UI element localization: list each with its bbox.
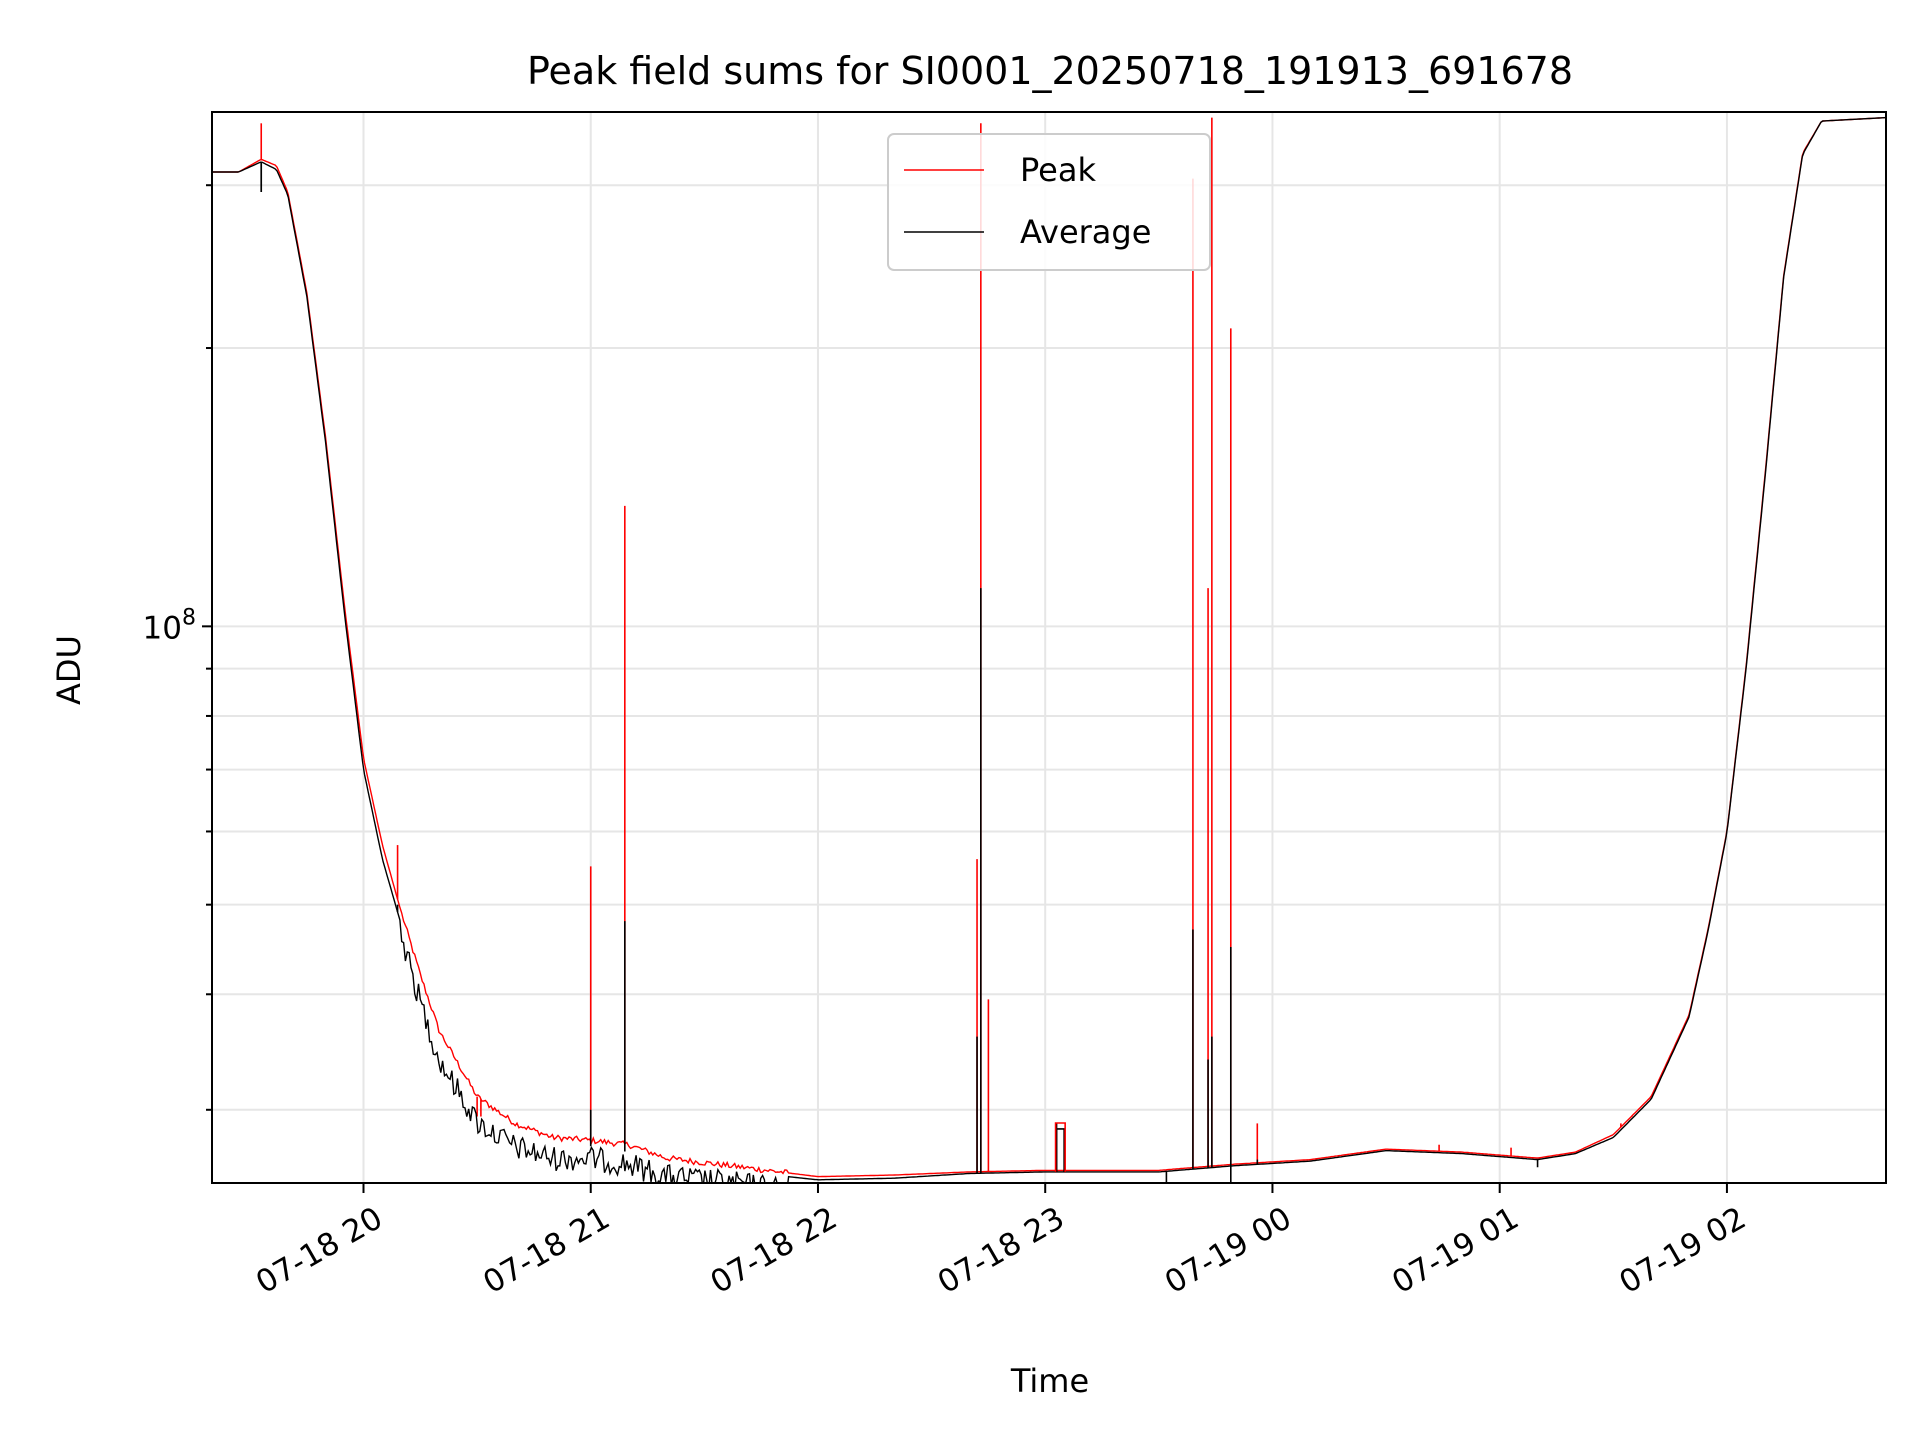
x-tick-label: 07-18 22 xyxy=(704,1200,843,1301)
legend-label-peak: Peak xyxy=(1020,151,1096,189)
legend-box xyxy=(887,133,1211,271)
y-tick-label: 108 xyxy=(143,605,196,646)
x-tick-label: 07-19 00 xyxy=(1159,1200,1298,1301)
legend-label-average: Average xyxy=(1020,213,1151,251)
y-axis-label: ADU xyxy=(50,635,88,705)
plot-series xyxy=(212,116,1886,1183)
y-axis-ticks: 108 xyxy=(143,184,212,1111)
axes-frame xyxy=(211,111,1887,1184)
series-average xyxy=(212,116,1886,1183)
grid xyxy=(212,112,1886,1183)
x-tick-label: 07-19 01 xyxy=(1386,1200,1525,1301)
plateau-average xyxy=(1055,1128,1065,1172)
series-peak xyxy=(212,116,1886,1178)
plateau-peak xyxy=(1054,1122,1066,1172)
x-tick-label: 07-18 21 xyxy=(477,1200,616,1301)
series-line-peak xyxy=(212,116,1886,1178)
x-tick-label: 07-19 02 xyxy=(1613,1200,1752,1301)
x-tick-label: 07-18 23 xyxy=(932,1200,1071,1301)
x-tick-label: 07-18 20 xyxy=(250,1200,389,1301)
x-axis-label: Time xyxy=(1010,1362,1089,1400)
legend: Peak Average xyxy=(887,133,1211,271)
series-line-average xyxy=(212,116,1886,1183)
chart-title: Peak field sums for SI0001_20250718_1919… xyxy=(527,49,1573,93)
x-axis-ticks: 07-18 20 07-18 21 07-18 22 07-18 23 07-19 00… xyxy=(250,1183,1752,1301)
